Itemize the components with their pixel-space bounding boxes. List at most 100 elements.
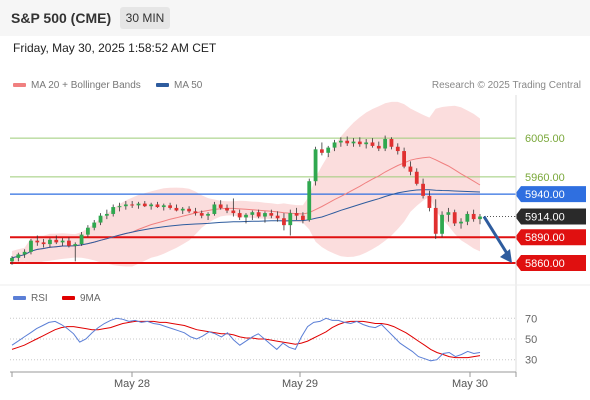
- candle: [199, 210, 204, 219]
- legend-ma50: MA 50: [156, 80, 202, 91]
- candle-body: [218, 204, 223, 208]
- candle: [225, 204, 229, 214]
- x-tick-label: May 30: [452, 378, 488, 390]
- candle: [41, 238, 46, 248]
- candle: [142, 201, 147, 208]
- candle-body: [206, 213, 210, 216]
- candle-body: [421, 183, 425, 196]
- candle-body: [193, 211, 198, 214]
- legend-9ma-label: 9MA: [80, 293, 101, 304]
- candle: [149, 202, 154, 210]
- candle-body: [338, 140, 343, 143]
- candle: [123, 201, 128, 210]
- candle-body: [294, 213, 299, 216]
- candle-body: [402, 151, 407, 167]
- candle-body: [376, 145, 381, 149]
- candle: [459, 218, 463, 229]
- candle-body: [161, 205, 166, 208]
- candle: [402, 147, 407, 169]
- projection-arrow-head-icon: [500, 249, 512, 264]
- candle: [357, 137, 362, 147]
- candle: [345, 136, 350, 146]
- candle-body: [22, 251, 27, 255]
- candle-body: [478, 216, 482, 220]
- candle-body: [142, 203, 147, 207]
- candle-body: [187, 208, 191, 212]
- candle: [414, 168, 419, 186]
- candle-body: [383, 139, 388, 149]
- candle: [155, 201, 160, 208]
- candle: [187, 206, 191, 214]
- candle: [136, 201, 141, 209]
- candle: [471, 209, 476, 222]
- candle: [212, 201, 217, 216]
- candle-body: [345, 140, 350, 144]
- candle-body: [269, 213, 274, 216]
- candle: [313, 146, 318, 186]
- candle-body: [136, 203, 141, 206]
- rsi-tick-label: 70: [525, 313, 537, 325]
- candle: [193, 207, 198, 216]
- candle-body: [16, 254, 21, 258]
- candle: [275, 211, 280, 222]
- candle: [48, 238, 52, 248]
- candle-body: [123, 204, 128, 207]
- projection-arrow-shaft: [482, 215, 510, 256]
- candle: [370, 138, 375, 148]
- candle-body: [60, 240, 65, 243]
- candle-body: [98, 215, 103, 223]
- candle-body: [364, 142, 369, 145]
- credit-text: Research © 2025 Trading Central: [431, 80, 581, 91]
- level-label-6005.00: 6005.00: [525, 133, 565, 145]
- candle: [79, 232, 84, 246]
- bollinger-band-area: [12, 101, 480, 267]
- candle: [244, 213, 248, 224]
- level-label-5860.00: 5860.00: [525, 258, 565, 270]
- candle: [351, 138, 356, 147]
- legend-rsi: RSI: [13, 293, 48, 304]
- legend-rsi-label: RSI: [31, 293, 48, 304]
- level-tag-5890.00: [515, 229, 586, 246]
- candle-body: [446, 212, 451, 215]
- candle: [269, 209, 274, 219]
- candle-body: [29, 240, 33, 252]
- ma20-swatch-icon: [13, 83, 26, 88]
- interval-button[interactable]: 30 MIN: [120, 7, 170, 29]
- legend-9ma: 9MA: [62, 293, 101, 304]
- candle: [92, 219, 97, 231]
- candle: [250, 210, 255, 220]
- candle: [389, 137, 394, 150]
- candle-body: [465, 213, 470, 222]
- candle: [168, 202, 173, 210]
- candle-body: [231, 210, 236, 214]
- candle: [307, 178, 312, 222]
- candle: [85, 225, 90, 238]
- candle: [294, 207, 299, 220]
- candle-body: [471, 213, 476, 220]
- chart-datetime: Friday, May 30, 2025 1:58:52 AM CET: [13, 41, 217, 55]
- candle: [60, 238, 65, 246]
- level-tag-5914.00: [515, 208, 586, 225]
- candle: [433, 199, 438, 239]
- candle: [16, 252, 21, 262]
- candle-body: [319, 149, 324, 153]
- symbol-title: S&P 500 (CME): [11, 10, 112, 26]
- candle-body: [117, 206, 122, 208]
- candle-body: [225, 207, 229, 211]
- candle: [73, 242, 78, 262]
- candle: [104, 209, 109, 220]
- candle: [301, 212, 305, 224]
- candle-body: [85, 227, 90, 235]
- candle-body: [48, 239, 52, 245]
- candle: [206, 212, 210, 220]
- level-tag-5860.00: [515, 255, 586, 272]
- candle-body: [395, 146, 400, 152]
- candle-body: [250, 212, 255, 215]
- legend-ma20-bollinger: MA 20 + Bollinger Bands: [13, 80, 141, 91]
- candle-body: [282, 218, 286, 226]
- candle: [421, 178, 425, 199]
- candle: [452, 209, 457, 227]
- candle-body: [174, 207, 179, 211]
- candle: [465, 211, 470, 226]
